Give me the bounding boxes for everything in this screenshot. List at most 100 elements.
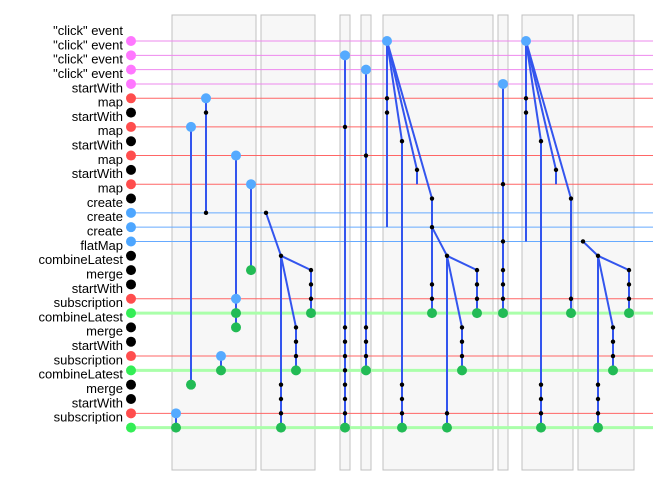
row-marker — [126, 36, 136, 46]
row-label: startWith — [72, 109, 123, 124]
emission-node — [521, 36, 531, 46]
subscription-node — [442, 422, 452, 433]
row-label: "click" event — [53, 52, 123, 67]
flow-edge — [386, 40, 418, 171]
pass-through-node — [444, 411, 450, 416]
row-marker — [126, 279, 136, 290]
emission-node — [361, 64, 371, 75]
row-label: map — [98, 181, 123, 196]
row-marker — [126, 322, 136, 333]
subscription-node — [291, 365, 301, 376]
row-label: flatMap — [80, 238, 123, 253]
pass-through-node — [459, 339, 465, 344]
pass-through-node — [399, 396, 405, 402]
row-label: create — [87, 223, 123, 238]
pass-through-node — [610, 339, 616, 344]
row-label: map — [98, 95, 123, 110]
subscription-node — [276, 422, 286, 433]
pass-through-node — [308, 267, 314, 273]
row-markers — [126, 36, 136, 433]
pass-through-node — [538, 382, 544, 387]
pass-through-node — [342, 368, 348, 373]
pass-through-node — [523, 96, 529, 101]
flow-edge — [446, 255, 463, 328]
emission-node — [231, 150, 241, 161]
flow-edge — [431, 226, 448, 257]
flow-edge — [597, 255, 614, 328]
row-marker — [126, 351, 136, 362]
subscription-node — [608, 365, 618, 376]
flow-edge — [446, 254, 478, 272]
row-label: map — [98, 152, 123, 167]
row-label: "click" event — [53, 66, 123, 81]
pass-through-node — [568, 296, 574, 301]
row-marker — [126, 107, 136, 118]
flow-edge — [265, 212, 282, 257]
subscription-node — [536, 422, 546, 433]
row-marker — [126, 336, 136, 347]
pass-through-node — [278, 382, 284, 387]
pass-through-node — [293, 325, 299, 330]
emission-node — [340, 50, 350, 61]
row-label: startWith — [72, 166, 123, 181]
pass-through-node — [523, 110, 529, 115]
emission-node — [201, 93, 211, 104]
emission-node — [231, 293, 241, 304]
pass-through-node — [610, 353, 616, 359]
pass-through-node — [203, 210, 209, 216]
row-label: merge — [86, 266, 123, 281]
pass-through-node — [474, 267, 480, 273]
pass-through-node — [429, 282, 435, 287]
pass-through-node — [595, 396, 601, 402]
pass-through-node — [399, 139, 405, 144]
row-label: merge — [86, 324, 123, 339]
row-label: combineLatest — [38, 252, 123, 267]
row-marker — [126, 265, 136, 276]
row-labels: "click" event"click" event"click" event"… — [38, 23, 123, 425]
row-label: "click" event — [53, 37, 123, 52]
pass-through-node — [363, 353, 369, 359]
pass-through-node — [553, 167, 559, 173]
pass-through-node — [500, 267, 506, 273]
emission-node — [246, 179, 256, 190]
row-marker — [126, 164, 136, 175]
row-label: startWith — [72, 281, 123, 296]
pass-through-node — [263, 210, 269, 216]
pass-through-node — [626, 267, 632, 273]
pass-through-node — [595, 411, 601, 416]
flow-edge — [525, 40, 557, 171]
flow-edge — [582, 240, 599, 257]
pass-through-node — [538, 139, 544, 144]
pass-through-node — [363, 339, 369, 344]
row-label: subscription — [54, 410, 123, 425]
subscription-node — [231, 308, 241, 319]
pass-through-node — [363, 325, 369, 330]
pass-through-node — [414, 167, 420, 173]
pass-through-node — [626, 296, 632, 301]
row-marker — [126, 121, 136, 132]
subscription-node — [306, 308, 316, 319]
subscription-node — [472, 308, 482, 319]
row-marker — [126, 193, 136, 204]
subscription-node — [340, 422, 350, 433]
row-marker — [126, 408, 136, 419]
pass-through-node — [342, 396, 348, 402]
pass-through-node — [610, 325, 616, 330]
subscription-node — [361, 365, 371, 376]
pass-through-node — [580, 239, 586, 244]
pass-through-node — [429, 296, 435, 301]
subscription-node — [246, 265, 256, 276]
pass-through-node — [342, 382, 348, 387]
pass-through-node — [399, 382, 405, 387]
row-label: map — [98, 123, 123, 138]
pass-through-node — [500, 182, 506, 187]
row-marker — [126, 236, 136, 247]
pass-through-node — [278, 253, 284, 258]
subscription-node — [593, 422, 603, 433]
row-marker — [126, 222, 136, 233]
emission-node — [171, 408, 181, 419]
subscription-node — [498, 308, 508, 319]
subscription-node — [231, 322, 241, 333]
pass-through-node — [203, 110, 209, 115]
